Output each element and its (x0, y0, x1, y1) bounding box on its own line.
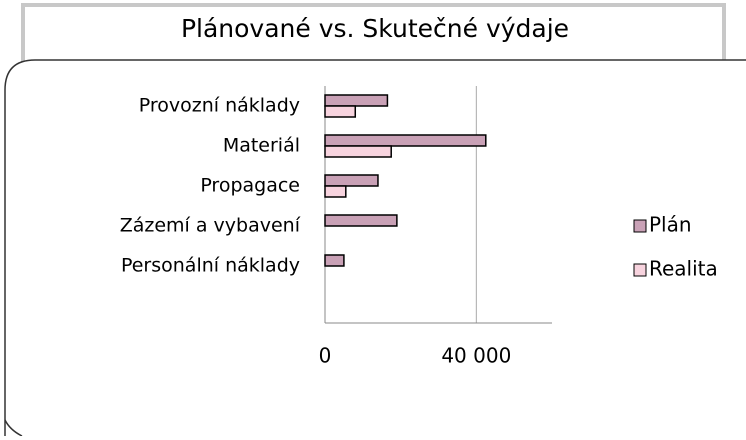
bar (324, 254, 345, 267)
legend-label: Realita (649, 257, 718, 281)
y-tick-label: Propagace (200, 175, 300, 197)
x-tick-label: 0 (319, 344, 332, 368)
bar (324, 105, 357, 118)
panel-corner (4, 419, 23, 437)
bar (324, 134, 487, 147)
y-tick-label: Personální náklady (121, 255, 300, 277)
bar (324, 214, 398, 227)
x-tick-label: 40 000 (441, 344, 511, 368)
y-tick-label: Provozní náklady (139, 95, 300, 117)
bar (324, 94, 389, 107)
chart-title: Plánované vs. Skutečné výdaje (181, 14, 569, 43)
legend-label: Plán (649, 213, 692, 237)
chart-panel (4, 59, 746, 436)
title-box (21, 3, 726, 67)
bar (324, 174, 379, 187)
bar (324, 145, 392, 158)
legend-swatch (633, 263, 647, 277)
y-tick-label: Materiál (223, 135, 300, 157)
bar (324, 185, 347, 198)
legend-swatch (633, 219, 647, 233)
y-tick-label: Zázemí a vybavení (120, 215, 301, 237)
